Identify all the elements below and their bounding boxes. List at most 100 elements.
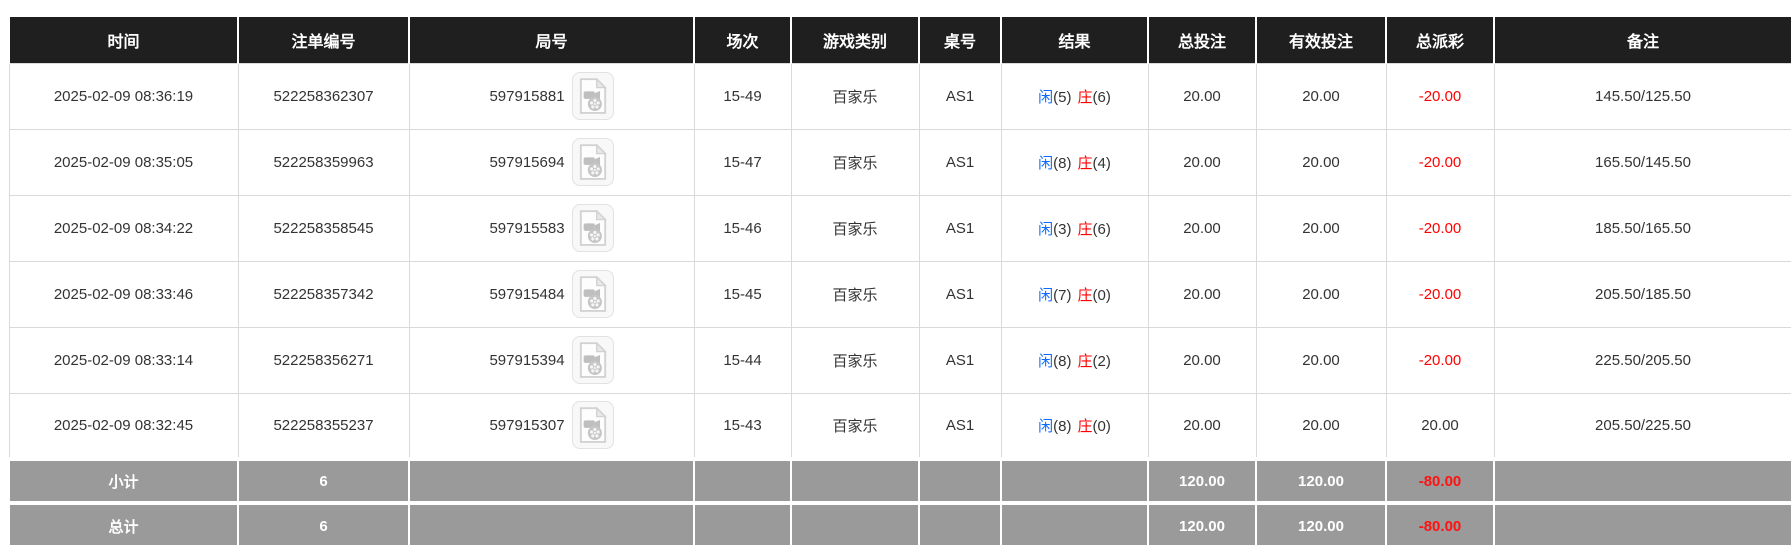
- subtotal-valid-bet: 120.00: [1255, 457, 1387, 503]
- result-player-label: 闲: [1038, 154, 1054, 172]
- result-player-score: (8): [1053, 352, 1072, 370]
- round-no-value: 597915583: [489, 219, 565, 237]
- subtotal-payout: -80.00: [1385, 457, 1495, 503]
- cell-valid-bet: 20.00: [1255, 62, 1387, 130]
- col-header-round-no: 局号: [408, 17, 695, 63]
- total-empty-session: [693, 501, 792, 545]
- cell-table-no: AS1: [918, 326, 1002, 394]
- cell-valid-bet: 20.00: [1255, 128, 1387, 196]
- cell-session: 15-43: [693, 392, 792, 460]
- result-player-label: 闲: [1038, 88, 1054, 106]
- video-replay-button[interactable]: [571, 401, 614, 450]
- result-banker-label: 庄: [1077, 154, 1093, 172]
- cell-payout: -20.00: [1385, 260, 1495, 328]
- cell-time: 2025-02-09 08:33:46: [8, 260, 239, 328]
- bet-record-row: 2025-02-09 08:33:14 522258356271 5979153…: [8, 326, 1791, 394]
- result-player-score: (8): [1053, 154, 1072, 172]
- bet-record-row: 2025-02-09 08:34:22 522258358545 5979155…: [8, 194, 1791, 262]
- cell-remark: 165.50/145.50: [1493, 128, 1791, 196]
- cell-remark: 185.50/165.50: [1493, 194, 1791, 262]
- col-header-result: 结果: [1000, 17, 1149, 63]
- cell-bet-no: 522258359963: [237, 128, 410, 196]
- result-banker-score: (0): [1092, 417, 1111, 435]
- video-replay-button[interactable]: [571, 204, 614, 252]
- cell-table-no: AS1: [918, 128, 1002, 196]
- bet-records-table: 时间 注单编号 局号 场次 游戏类别 桌号 结果 总投注 有效投注 总派彩 备注…: [8, 17, 1791, 545]
- cell-payout: -20.00: [1385, 62, 1495, 130]
- result-player-score: (8): [1053, 417, 1072, 435]
- cell-payout: 20.00: [1385, 392, 1495, 460]
- video-replay-icon: [579, 144, 607, 180]
- cell-table-no: AS1: [918, 260, 1002, 328]
- cell-result: 闲(5) 庄(6): [1000, 62, 1149, 130]
- cell-result: 闲(8) 庄(0): [1000, 392, 1149, 460]
- cell-payout: -20.00: [1385, 194, 1495, 262]
- cell-time: 2025-02-09 08:32:45: [8, 392, 239, 460]
- result-banker-score: (4): [1092, 154, 1111, 172]
- subtotal-label: 小计: [8, 457, 239, 503]
- video-replay-icon: [579, 210, 607, 246]
- video-replay-button[interactable]: [571, 72, 614, 120]
- col-header-payout: 总派彩: [1385, 17, 1495, 63]
- result-banker-label: 庄: [1077, 88, 1093, 106]
- cell-table-no: AS1: [918, 392, 1002, 460]
- col-header-valid-bet: 有效投注: [1255, 17, 1387, 63]
- bet-record-row: 2025-02-09 08:32:45 522258355237 5979153…: [8, 392, 1791, 460]
- result-player-label: 闲: [1038, 352, 1054, 370]
- cell-session: 15-45: [693, 260, 792, 328]
- total-row: 总计 6 120.00 120.00 -80.00: [8, 501, 1791, 545]
- cell-result: 闲(8) 庄(2): [1000, 326, 1149, 394]
- subtotal-empty-session: [693, 457, 792, 503]
- col-header-total-bet: 总投注: [1147, 17, 1257, 63]
- payout-value: -20.00: [1418, 153, 1462, 171]
- result-player-score: (3): [1053, 220, 1072, 238]
- cell-bet-no: 522258356271: [237, 326, 410, 394]
- cell-total-bet: 20.00: [1147, 128, 1257, 196]
- result-banker-score: (0): [1092, 286, 1111, 304]
- video-replay-icon: [579, 78, 607, 114]
- video-replay-button[interactable]: [571, 336, 614, 384]
- cell-round-no: 597915881: [408, 62, 695, 130]
- subtotal-empty-result: [1000, 457, 1149, 503]
- cell-game-type: 百家乐: [790, 326, 920, 394]
- bet-record-row: 2025-02-09 08:33:46 522258357342 5979154…: [8, 260, 1791, 328]
- cell-game-type: 百家乐: [790, 260, 920, 328]
- payout-value: 20.00: [1421, 416, 1459, 434]
- cell-payout: -20.00: [1385, 128, 1495, 196]
- cell-result: 闲(8) 庄(4): [1000, 128, 1149, 196]
- total-empty-table: [918, 501, 1002, 545]
- cell-bet-no: 522258358545: [237, 194, 410, 262]
- subtotal-total-bet: 120.00: [1147, 457, 1257, 503]
- round-no-value: 597915881: [489, 87, 565, 105]
- round-no-value: 597915394: [489, 351, 565, 369]
- subtotal-payout-value: -80.00: [1418, 472, 1462, 490]
- video-replay-icon: [579, 342, 607, 378]
- result-player-score: (5): [1053, 88, 1072, 106]
- col-header-game-type: 游戏类别: [790, 17, 920, 63]
- cell-remark: 225.50/205.50: [1493, 326, 1791, 394]
- subtotal-count: 6: [237, 457, 410, 503]
- cell-bet-no: 522258355237: [237, 392, 410, 460]
- cell-remark: 205.50/225.50: [1493, 392, 1791, 460]
- round-no-value: 597915307: [489, 416, 565, 434]
- total-empty-round: [408, 501, 695, 545]
- col-header-time: 时间: [8, 17, 239, 63]
- cell-result: 闲(3) 庄(6): [1000, 194, 1149, 262]
- result-banker-score: (2): [1092, 352, 1111, 370]
- cell-time: 2025-02-09 08:34:22: [8, 194, 239, 262]
- col-header-table-no: 桌号: [918, 17, 1002, 63]
- subtotal-empty-remark: [1493, 457, 1791, 503]
- cell-total-bet: 20.00: [1147, 326, 1257, 394]
- cell-valid-bet: 20.00: [1255, 260, 1387, 328]
- cell-result: 闲(7) 庄(0): [1000, 260, 1149, 328]
- result-banker-label: 庄: [1077, 352, 1093, 370]
- video-replay-button[interactable]: [571, 138, 614, 186]
- cell-total-bet: 20.00: [1147, 194, 1257, 262]
- subtotal-empty-round: [408, 457, 695, 503]
- cell-time: 2025-02-09 08:35:05: [8, 128, 239, 196]
- total-label: 总计: [8, 501, 239, 545]
- video-replay-button[interactable]: [571, 270, 614, 318]
- total-empty-result: [1000, 501, 1149, 545]
- cell-valid-bet: 20.00: [1255, 392, 1387, 460]
- cell-total-bet: 20.00: [1147, 392, 1257, 460]
